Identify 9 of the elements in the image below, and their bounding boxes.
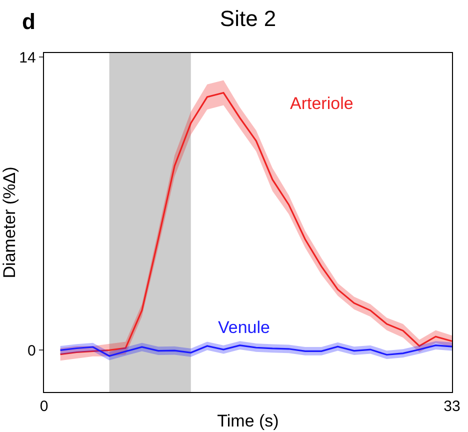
chart-title: Site 2 xyxy=(220,6,276,32)
y-tick-label: 14 xyxy=(19,49,36,66)
series-label: Venule xyxy=(218,318,270,337)
line-series xyxy=(60,344,452,357)
text: Arteriole xyxy=(290,94,354,113)
text: d xyxy=(22,9,36,34)
y-axis-title: Diameter (%Δ) xyxy=(0,166,19,278)
x-tick-label: 33 xyxy=(444,398,460,416)
x-axis-title: Time (s) xyxy=(217,412,279,430)
